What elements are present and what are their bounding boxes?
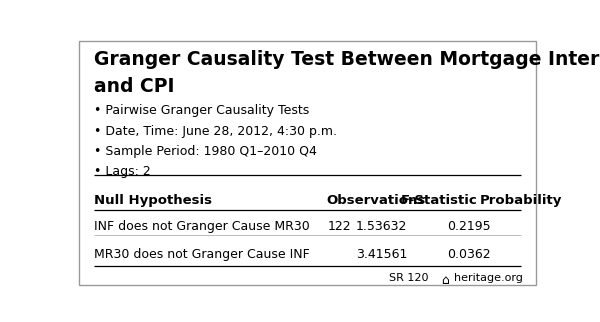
- Text: 0.2195: 0.2195: [448, 220, 491, 232]
- Text: • Lags: 2: • Lags: 2: [94, 165, 151, 178]
- Text: INF does not Granger Cause MR30: INF does not Granger Cause MR30: [94, 220, 310, 232]
- Text: 3.41561: 3.41561: [356, 248, 407, 261]
- Text: and CPI: and CPI: [94, 77, 174, 96]
- Text: SR 120: SR 120: [389, 273, 428, 283]
- Text: heritage.org: heritage.org: [454, 273, 523, 283]
- Text: ⌂: ⌂: [441, 274, 449, 287]
- Text: Null Hypothesis: Null Hypothesis: [94, 194, 212, 207]
- Text: • Date, Time: June 28, 2012, 4:30 p.m.: • Date, Time: June 28, 2012, 4:30 p.m.: [94, 125, 337, 138]
- Text: F-Statistic: F-Statistic: [401, 194, 477, 207]
- Text: Probability: Probability: [479, 194, 562, 207]
- Text: 1.53632: 1.53632: [356, 220, 407, 232]
- FancyBboxPatch shape: [79, 41, 536, 285]
- Text: • Pairwise Granger Causality Tests: • Pairwise Granger Causality Tests: [94, 104, 309, 117]
- Text: Granger Causality Test Between Mortgage Interest Rate: Granger Causality Test Between Mortgage …: [94, 50, 600, 69]
- Text: 0.0362: 0.0362: [448, 248, 491, 261]
- Text: • Sample Period: 1980 Q1–2010 Q4: • Sample Period: 1980 Q1–2010 Q4: [94, 145, 316, 158]
- Text: MR30 does not Granger Cause INF: MR30 does not Granger Cause INF: [94, 248, 310, 261]
- Text: Observations: Observations: [326, 194, 425, 207]
- Text: 122: 122: [328, 220, 352, 232]
